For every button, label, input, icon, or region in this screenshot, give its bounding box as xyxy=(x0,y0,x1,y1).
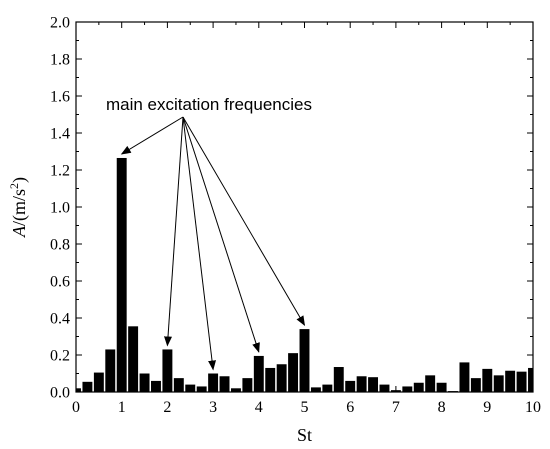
bar xyxy=(413,382,424,392)
y-tick-label: 1.2 xyxy=(50,163,70,180)
annotation-group: main excitation frequencies xyxy=(106,95,312,371)
y-axis-label: A/(m/s2) xyxy=(7,177,30,238)
x-tick-label: 3 xyxy=(209,399,217,416)
y-axis-label-symbol: A xyxy=(9,225,29,238)
bar xyxy=(116,157,127,392)
bar xyxy=(139,373,150,392)
bar xyxy=(459,362,470,392)
y-tick-label: 1.4 xyxy=(50,126,70,143)
y-tick-label: 0.2 xyxy=(50,348,70,365)
x-tick-label: 1 xyxy=(118,399,126,416)
y-axis-label-superscript: 2 xyxy=(7,183,21,189)
x-tick-label: 10 xyxy=(525,399,541,416)
bar xyxy=(379,384,390,392)
bar xyxy=(299,329,310,392)
bar xyxy=(105,349,116,392)
y-tick-label: 1.0 xyxy=(50,200,70,217)
bar xyxy=(162,349,173,392)
x-tick-label: 2 xyxy=(163,399,171,416)
annotation-arrow xyxy=(120,116,184,155)
bar xyxy=(288,353,299,392)
bar xyxy=(265,367,276,392)
x-tick-label: 8 xyxy=(438,399,446,416)
bar xyxy=(402,386,413,392)
bars-group xyxy=(76,157,533,393)
x-tick-label: 6 xyxy=(346,399,354,416)
x-tick-label: 7 xyxy=(392,399,400,416)
bar xyxy=(208,373,219,392)
x-tick-label: 0 xyxy=(72,399,80,416)
bar xyxy=(253,355,264,392)
bar xyxy=(219,376,230,392)
bar xyxy=(196,386,207,392)
y-axis-label-close: ) xyxy=(9,177,30,183)
y-tick-label: 2.0 xyxy=(50,15,70,32)
bar xyxy=(368,377,379,392)
plot-frame xyxy=(75,21,534,393)
bar xyxy=(482,368,493,393)
bar xyxy=(151,380,161,392)
x-tick-label: 9 xyxy=(483,399,491,416)
annotation-arrow xyxy=(182,116,217,371)
bar xyxy=(173,378,184,393)
bar xyxy=(82,381,93,392)
bar xyxy=(185,384,196,392)
annotation-arrow xyxy=(164,116,184,347)
y-axis-label-unit: /(m/s xyxy=(9,189,30,226)
annotation-text: main excitation frequencies xyxy=(106,95,312,114)
y-tick-label: 1.6 xyxy=(50,89,70,106)
x-tick-label: 4 xyxy=(255,399,263,416)
ticks-group: 0 1 2 3 4 5 6 7 8 9 10 0.0 0.2 0.4 0.6 0.8 1.0 1.2 1.4 1.6 1… xyxy=(50,15,541,417)
x-axis-label: St xyxy=(297,425,312,445)
annotation-arrow xyxy=(182,116,306,326)
bar xyxy=(276,364,287,392)
bar xyxy=(505,370,516,392)
bar xyxy=(528,367,533,392)
bar xyxy=(493,375,504,392)
y-tick-label: 0.4 xyxy=(50,311,70,328)
x-tick-label: 5 xyxy=(301,399,309,416)
bar xyxy=(322,384,333,392)
bar xyxy=(310,387,321,393)
y-tick-label: 0.0 xyxy=(50,385,70,402)
bar xyxy=(128,326,139,392)
bar xyxy=(242,378,253,393)
y-tick-label: 0.6 xyxy=(50,274,70,291)
bar xyxy=(356,376,367,392)
bar xyxy=(470,378,481,393)
bar xyxy=(93,372,104,392)
y-tick-label: 0.8 xyxy=(50,237,70,254)
bar xyxy=(425,375,436,392)
bar xyxy=(333,367,344,392)
bar xyxy=(516,371,527,392)
annotation-arrow xyxy=(182,116,260,353)
y-tick-label: 1.8 xyxy=(50,52,70,69)
bar xyxy=(76,388,81,392)
